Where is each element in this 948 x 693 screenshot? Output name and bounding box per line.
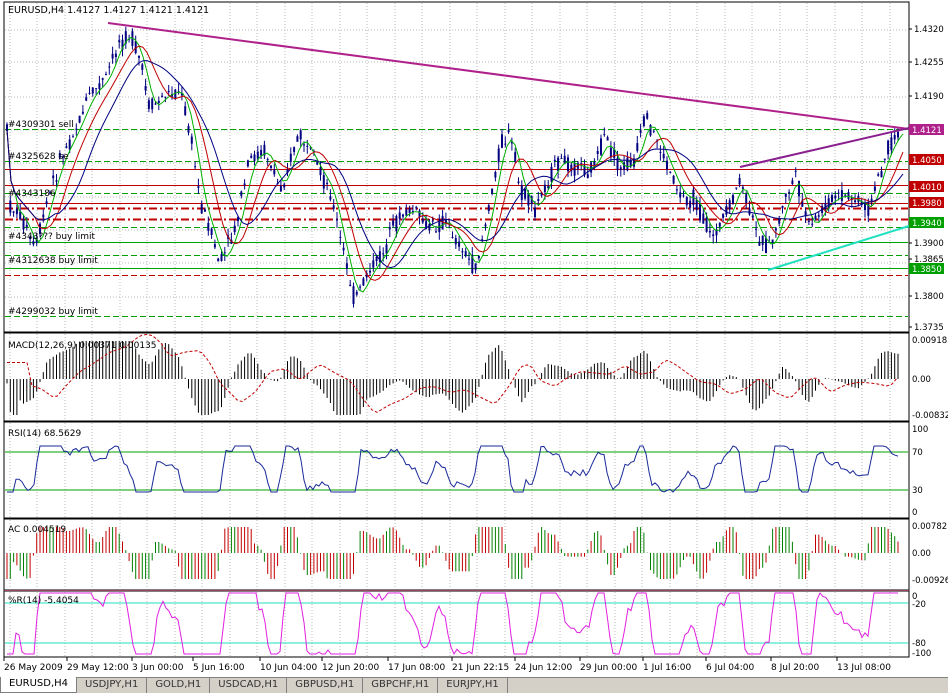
time-tick: 1 Jul 16:00 [643, 663, 692, 673]
ac-scale-zero: 0.00 [912, 549, 931, 559]
support-trendline[interactable] [767, 225, 910, 271]
price-tick: 1.3800 [914, 292, 944, 302]
ac-scale-max: 0.00782 [912, 522, 947, 532]
time-tick: 3 Jun 00:00 [132, 663, 184, 673]
tab-eurusd-h4[interactable]: EURUSD,H4 [0, 677, 78, 693]
grid [5, 3, 908, 656]
time-tick: 29 May 12:00 [67, 663, 129, 673]
price-tag: 1.3850 [912, 265, 942, 275]
order-label: #4299032 buy limit [8, 307, 98, 317]
ac-label: AC 0.004519 [8, 525, 66, 535]
price-tag: 1.3980 [912, 199, 942, 209]
tab-gbpusd-h1[interactable]: GBPUSD,H1 [287, 678, 364, 693]
order-label: #4309301 sell [8, 120, 74, 130]
tab-eurjpy-h1[interactable]: EURJPY,H1 [438, 678, 508, 693]
price-tick: 1.3900 [914, 239, 944, 249]
price-tick: 1.4255 [914, 58, 944, 68]
time-scale: 26 May 2009 29 May 12:00 3 Jun 00:00 5 Jun … [3, 657, 891, 673]
tab-gbpchf-h1[interactable]: GBPCHF,H1 [363, 678, 439, 693]
rsi-pane [3, 421, 910, 519]
tab-usdcad-h1[interactable]: USDCAD,H1 [210, 678, 288, 693]
wpr-scale-20: -20 [912, 600, 926, 610]
chart-header: EURUSD,H4 1.4127 1.4127 1.4121 1.4121 [8, 5, 209, 16]
ac-pane [3, 518, 910, 591]
rsi-scale-0: 0 [912, 508, 917, 518]
price-tick: 1.3735 [914, 323, 944, 333]
main-pane [3, 1, 910, 333]
price-tag: 1.4010 [912, 183, 942, 193]
macd-pane [3, 332, 910, 422]
order-label: #4343??? buy limit [8, 232, 96, 242]
wpr-scale-0: 0 [912, 592, 917, 602]
time-tick: 8 Jul 20:00 [771, 663, 820, 673]
price-tag: 1.4121 [912, 126, 942, 136]
time-tick: 21 Jun 22:15 [452, 663, 509, 673]
time-tick: 29 Jun 00:00 [580, 663, 637, 673]
price-tick: 1.4320 [914, 25, 944, 35]
order-labels: #4309301 sell #4325628 se #4343186 #4343???… [8, 120, 98, 317]
time-tick: 13 Jul 08:00 [837, 663, 891, 673]
upper-channel-line[interactable] [739, 127, 910, 168]
time-tick: 6 Jul 04:00 [706, 663, 755, 673]
price-scale: 1.4320 1.4255 1.4190 1.4121 1.4050 1.4010 1.39… [909, 25, 944, 333]
time-tick: 17 Jun 08:00 [388, 663, 445, 673]
price-tick: 1.4190 [914, 92, 944, 102]
order-label: #4343186 [8, 189, 56, 199]
order-label: #4325628 se [8, 152, 69, 162]
time-tick: 26 May 2009 [4, 663, 63, 673]
macd-label: MACD(12,26,9) 0.00371 0.00135 [8, 341, 157, 351]
moving-averages [6, 36, 904, 293]
time-tick: 10 Jun 04:00 [260, 663, 317, 673]
price-tick: 1.3865 [914, 255, 944, 265]
wpr-scale-80: -80 [912, 639, 926, 649]
time-tick: 12 Jun 20:00 [322, 663, 379, 673]
time-tick: 24 Jun 12:00 [515, 663, 572, 673]
price-chart[interactable]: EURUSD,H4 1.4127 1.4127 1.4121 1.4121 #4… [0, 0, 948, 677]
macd-scale-zero: 0.00 [912, 375, 931, 385]
order-label: #4312638 buy limit [8, 256, 98, 266]
macd-scale-max: 0.00918 [912, 336, 947, 346]
wpr-label: %R(14) -5.4054 [8, 596, 79, 606]
trendlines [107, 22, 910, 271]
rsi-scale-30: 30 [912, 486, 923, 496]
symbol-tabbar: EURUSD,H4 USDJPY,H1 GOLD,H1 USDCAD,H1 GB… [0, 677, 948, 693]
macd-scale-min: -0.00832 [912, 411, 948, 421]
time-tick: 5 Jun 16:00 [193, 663, 245, 673]
tab-usdjpy-h1[interactable]: USDJPY,H1 [77, 678, 148, 693]
ac-scale-min: -0.00926 [912, 576, 948, 586]
wpr-pane [3, 590, 910, 658]
price-tag: 1.3940 [912, 219, 942, 229]
rsi-label: RSI(14) 68.5629 [8, 429, 81, 439]
resistance-trendline[interactable] [107, 22, 910, 130]
rsi-scale-100: 100 [912, 425, 928, 435]
wpr-scale-100: -100 [912, 649, 931, 659]
tab-gold-h1[interactable]: GOLD,H1 [147, 678, 211, 693]
indicator-graphics [5, 333, 908, 655]
price-tag: 1.4050 [912, 156, 942, 166]
rsi-scale-70: 70 [912, 448, 923, 458]
